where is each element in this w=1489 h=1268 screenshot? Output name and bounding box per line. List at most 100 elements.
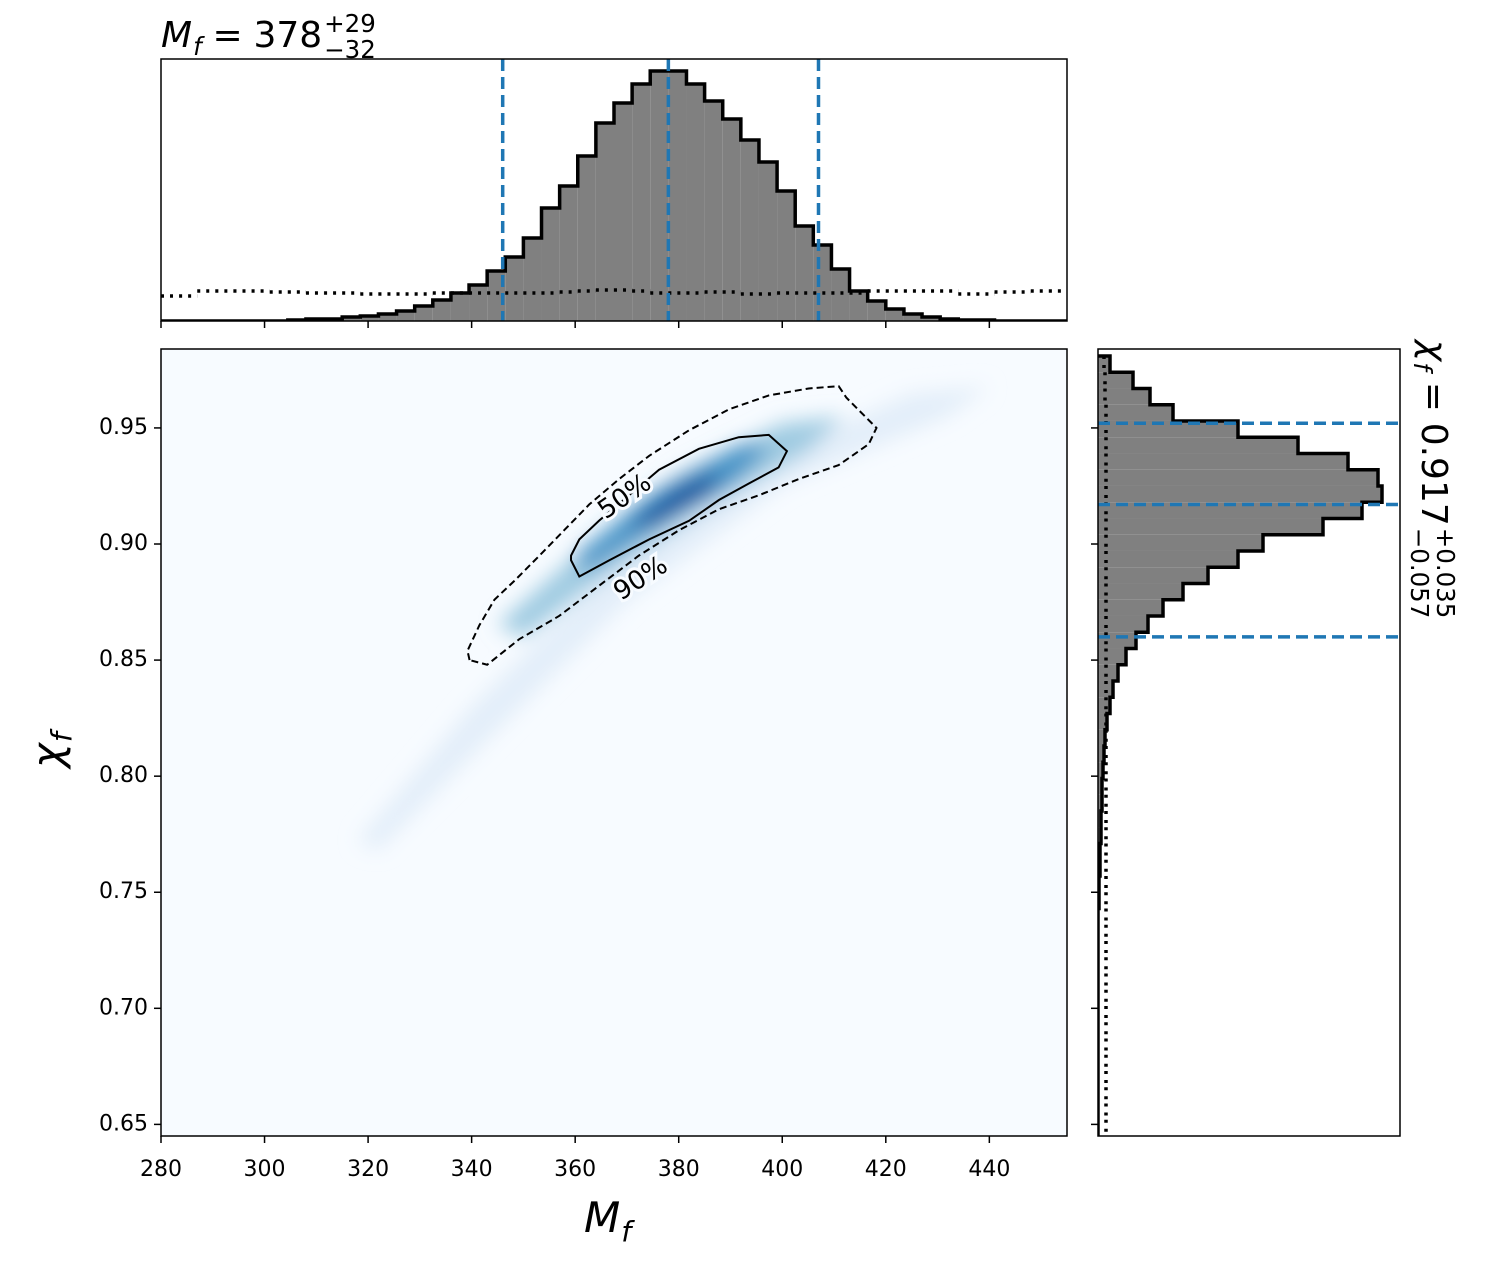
y-axis-label-part: f (44, 728, 78, 742)
hist-bar (1098, 355, 1110, 373)
hist-bar (541, 208, 560, 321)
hist-bar (595, 123, 614, 321)
hist-bar (1098, 534, 1263, 551)
hist-title-part: −0.057 (1405, 528, 1434, 619)
y-tick-label: 0.70 (99, 995, 148, 1020)
hist-title: χf = 0.917+0.035−0.057 (1405, 338, 1460, 618)
hist-bar (577, 156, 596, 321)
hist-bar (903, 314, 923, 321)
hist-bar (1098, 550, 1238, 568)
y-tick-label: 0.75 (99, 879, 148, 904)
hist-bar (722, 119, 741, 321)
y-tick-label: 0.65 (99, 1111, 148, 1136)
hist-bar (1098, 632, 1136, 649)
hist-bar (1098, 794, 1102, 811)
hist-bar (831, 269, 850, 321)
hist-title-part: = (212, 15, 242, 56)
hist-bar (1098, 404, 1173, 421)
hist-bar (469, 285, 488, 321)
y-tick-label: 0.90 (99, 531, 148, 556)
hist-bar (1098, 518, 1323, 535)
hist-outline (161, 69, 1067, 321)
hist-bar (704, 101, 723, 321)
hist-bar (432, 300, 451, 321)
hist-title-part: 378 (253, 15, 322, 56)
x-tick-label: 400 (761, 1157, 803, 1182)
hist-bar (922, 317, 941, 321)
density-layers (357, 386, 990, 851)
hist-title-part: −32 (324, 35, 376, 64)
hist-bar (867, 301, 886, 321)
hist-bar (505, 257, 524, 321)
hist-bar (1098, 762, 1103, 779)
hist-title-part: f (1408, 362, 1437, 374)
hist-title-part: +0.035 (1431, 528, 1460, 619)
hist-bar (523, 238, 542, 321)
hist-title-part: 0.917 (1413, 423, 1454, 526)
hist-bar (1098, 469, 1378, 486)
hist-bar (1098, 420, 1238, 438)
hist-bar (885, 309, 904, 321)
x-axis-label-part: f (621, 1214, 635, 1248)
hist-bar (342, 317, 361, 321)
hist-bar (396, 311, 415, 321)
hist-title-part: f (193, 32, 205, 61)
hist-bar (1098, 453, 1348, 470)
hist-bar (813, 245, 832, 321)
axes-frame (1097, 348, 1401, 1137)
hist-bar (758, 162, 778, 321)
hist-bar (1098, 713, 1107, 730)
hist-bar (559, 186, 578, 321)
hist-title-part: +29 (324, 9, 376, 38)
contour (466, 385, 878, 666)
hist-bar (1098, 485, 1382, 503)
hist-bar (1098, 567, 1208, 584)
hist-bar (849, 291, 868, 321)
hist-bar (1098, 372, 1133, 389)
hist-bar (1098, 680, 1113, 698)
x-tick-label: 360 (554, 1157, 596, 1182)
hist-bar (1098, 697, 1110, 714)
y-tick-label: 0.80 (99, 763, 148, 788)
x-tick-label: 320 (347, 1157, 389, 1182)
x-tick-label: 340 (451, 1157, 493, 1182)
hist-bar (1098, 615, 1148, 633)
hist-bar (795, 226, 814, 321)
hist-bar (777, 191, 796, 321)
y-tick-label: 0.95 (99, 415, 148, 440)
hist-bar (686, 84, 705, 321)
density-layer (626, 469, 721, 526)
density-layer (357, 386, 990, 851)
x-tick-label: 420 (865, 1157, 907, 1182)
hist-title-part: = (1413, 382, 1454, 412)
hist-bar (1098, 388, 1150, 405)
y-tick-label: 0.85 (99, 647, 148, 672)
hist-bar (1098, 648, 1126, 665)
hist-bar (1098, 729, 1105, 746)
hist-bar (1098, 583, 1183, 600)
density-layer (497, 416, 845, 637)
axes-background (161, 349, 1067, 1136)
histogram (1098, 354, 1400, 1136)
hist-bar (450, 293, 470, 321)
hist-bar (632, 84, 651, 321)
axes-frame (160, 348, 1068, 1137)
x-tick-label: 280 (140, 1157, 182, 1182)
contour (570, 433, 789, 578)
hist-bar (1098, 664, 1118, 681)
hist-bar (1098, 778, 1102, 795)
x-tick-label: 440 (968, 1157, 1010, 1182)
x-tick-label: 300 (244, 1157, 286, 1182)
hist-bar (614, 103, 633, 321)
x-axis-label-part: M (584, 1193, 620, 1242)
hist-bar (487, 271, 506, 321)
x-tick-label: 380 (658, 1157, 700, 1182)
y-axis-label: χf (23, 728, 78, 770)
hist-bar (360, 316, 379, 321)
hist-title-part: χ (1413, 338, 1454, 363)
hist-bar (668, 71, 687, 321)
hist-title-part: M (161, 15, 192, 56)
